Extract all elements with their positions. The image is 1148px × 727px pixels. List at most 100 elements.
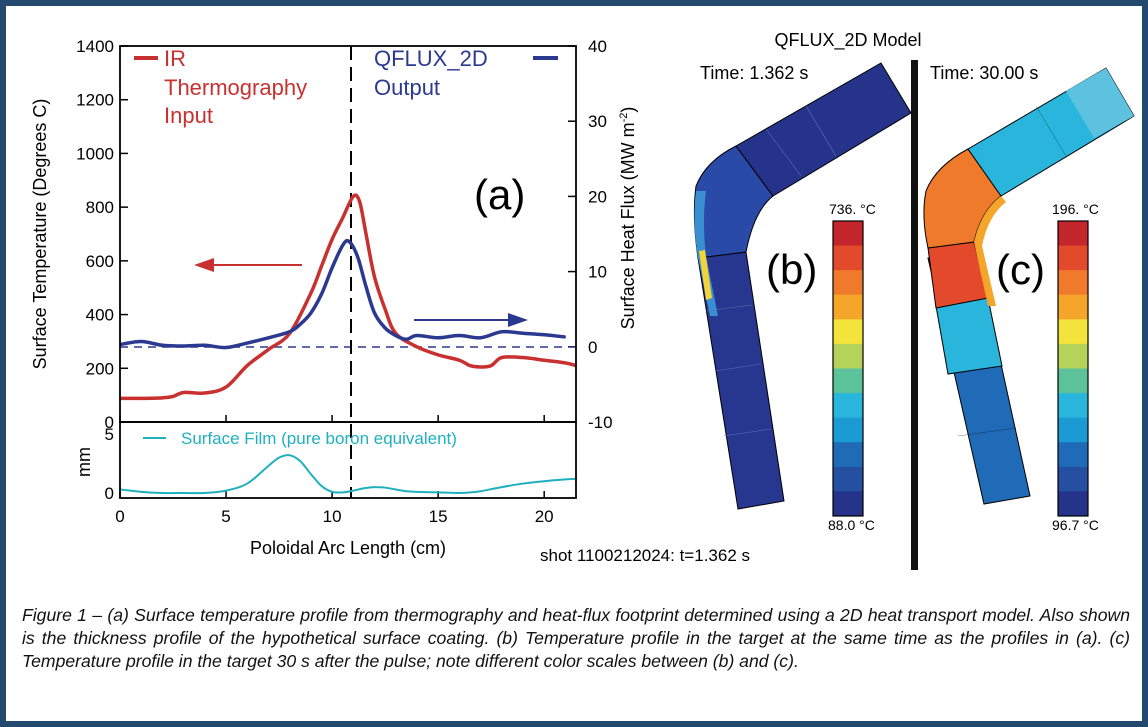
x-tick-label: 5 (221, 507, 230, 526)
ir-thermography-point (469, 364, 471, 367)
model-title: QFLUX_2D Model (774, 30, 921, 51)
ir-thermography-point (182, 391, 185, 394)
right-tick-label: -10 (588, 413, 613, 432)
left-tick-label: 200 (86, 359, 114, 378)
qflux-output-point (458, 334, 461, 337)
panel-divider (911, 60, 918, 570)
colorbar-swatch (1058, 221, 1088, 247)
ir-thermography-point (479, 366, 482, 368)
ir-thermography-point (140, 397, 143, 400)
qflux-output-point (384, 327, 386, 329)
colorbar-frame (832, 220, 864, 517)
qflux-output-point (299, 323, 302, 326)
colorbar-swatch (833, 417, 863, 443)
surface-film-point (522, 482, 524, 485)
qflux-output-point (320, 293, 323, 295)
scale-b-max: 736. °C (829, 201, 876, 217)
colorbar-swatch (833, 319, 863, 345)
ir-thermography-line (119, 193, 577, 401)
left-tick-label: 1400 (76, 37, 114, 56)
target-c-mid-band (935, 297, 1003, 375)
qflux-output-line (119, 238, 566, 350)
qflux-output-point (182, 345, 185, 347)
target-b-mesh (705, 105, 837, 437)
ir-thermography-point (352, 195, 355, 198)
colorbar-frame (1057, 220, 1089, 517)
colorbar-swatch (1058, 343, 1088, 369)
ir-thermography-point (416, 346, 418, 348)
colorbar-swatch (833, 442, 863, 468)
film-tick-label: 5 (105, 425, 114, 444)
right-axis-label-close: ) (618, 107, 638, 113)
surface-film-point (363, 487, 365, 490)
left-tick-label: 1000 (76, 144, 114, 163)
ir-thermography-point (522, 356, 524, 359)
ir-thermography-point (161, 397, 164, 399)
colorbar-swatch (1058, 245, 1088, 271)
x-tick-label: 20 (535, 507, 554, 526)
figure-frame: 0 200 400 600 800 1000 1200 1400 -10 0 10 20 30 40 0… (6, 6, 1142, 721)
left-axis-arrow-head (194, 258, 214, 272)
left-tick-label: 800 (86, 198, 114, 217)
qflux-output-point (225, 346, 227, 349)
qflux-output-point (405, 338, 408, 341)
ir-thermography-point (500, 356, 503, 359)
left-axis-label: Surface Temperature (Degrees C) (30, 99, 50, 370)
colorbar-c (1057, 220, 1089, 517)
surface-film-point (341, 491, 344, 494)
qflux-legend-line-1: QFLUX_2D (374, 46, 488, 71)
ir-thermography-point (384, 308, 386, 311)
qflux-output-point (416, 334, 418, 337)
figure-caption: Figure 1 – (a) Surface temperature profi… (22, 605, 1130, 671)
surface-film-point (384, 486, 386, 489)
colorbar-swatch (1058, 319, 1088, 345)
surface-film-point (500, 486, 503, 488)
surface-film-point (161, 492, 164, 494)
colorbar-swatch (833, 491, 863, 517)
colorbar-swatch (833, 245, 863, 271)
target-b-upper-body (735, 62, 912, 197)
right-tick-label: 0 (588, 338, 597, 357)
surface-film-point (564, 478, 567, 481)
ir-legend-line-3: Input (164, 103, 213, 128)
target-c: (c) (923, 67, 1135, 505)
ir-thermography-point (320, 265, 323, 268)
ir-thermography-point (172, 395, 174, 398)
ir-legend-line-2: Thermography (164, 75, 307, 100)
x-tick-label: 10 (323, 507, 342, 526)
colorbar-swatch (1058, 368, 1088, 394)
qflux-output-point (437, 336, 439, 339)
surface-film-point (405, 490, 408, 493)
colorbar-swatch (833, 393, 863, 419)
surface-film-point (288, 454, 291, 457)
right-axis-ticks: -10 0 10 20 30 40 (568, 37, 613, 432)
qflux-output-point (543, 333, 545, 336)
film-axis-label: mm (74, 447, 94, 477)
right-tick-label: 10 (588, 263, 607, 282)
colorbar-swatch (1058, 466, 1088, 492)
surface-film-point (278, 456, 280, 459)
x-axis-ticks: 0 5 10 15 20 (115, 415, 554, 526)
ir-thermography-point (394, 332, 397, 335)
colorbar-swatch (1058, 442, 1088, 468)
surface-film-point (458, 492, 461, 494)
colorbar-swatch (833, 343, 863, 369)
qflux-output-point (331, 267, 333, 269)
qflux-legend-line-2: Output (374, 75, 440, 100)
ir-thermography-point (204, 392, 206, 394)
film-plot-frame (119, 421, 577, 499)
qflux-output-point (267, 336, 270, 339)
qflux-output-point (161, 344, 164, 347)
ir-thermography-point (225, 386, 227, 388)
model-panels: QFLUX_2D Model Time: 1.362 s Time: 30.00… (540, 30, 1135, 570)
left-tick-label: 600 (86, 252, 114, 271)
colorbar-swatch (833, 270, 863, 296)
surface-film-point (246, 482, 249, 485)
ir-thermography-point (288, 332, 291, 335)
panel-c-label: (c) (996, 246, 1045, 293)
surface-film-point (394, 488, 397, 491)
target-b-hot-strip (694, 191, 718, 316)
qflux-output-point (140, 340, 143, 343)
surface-film-point (204, 492, 206, 494)
